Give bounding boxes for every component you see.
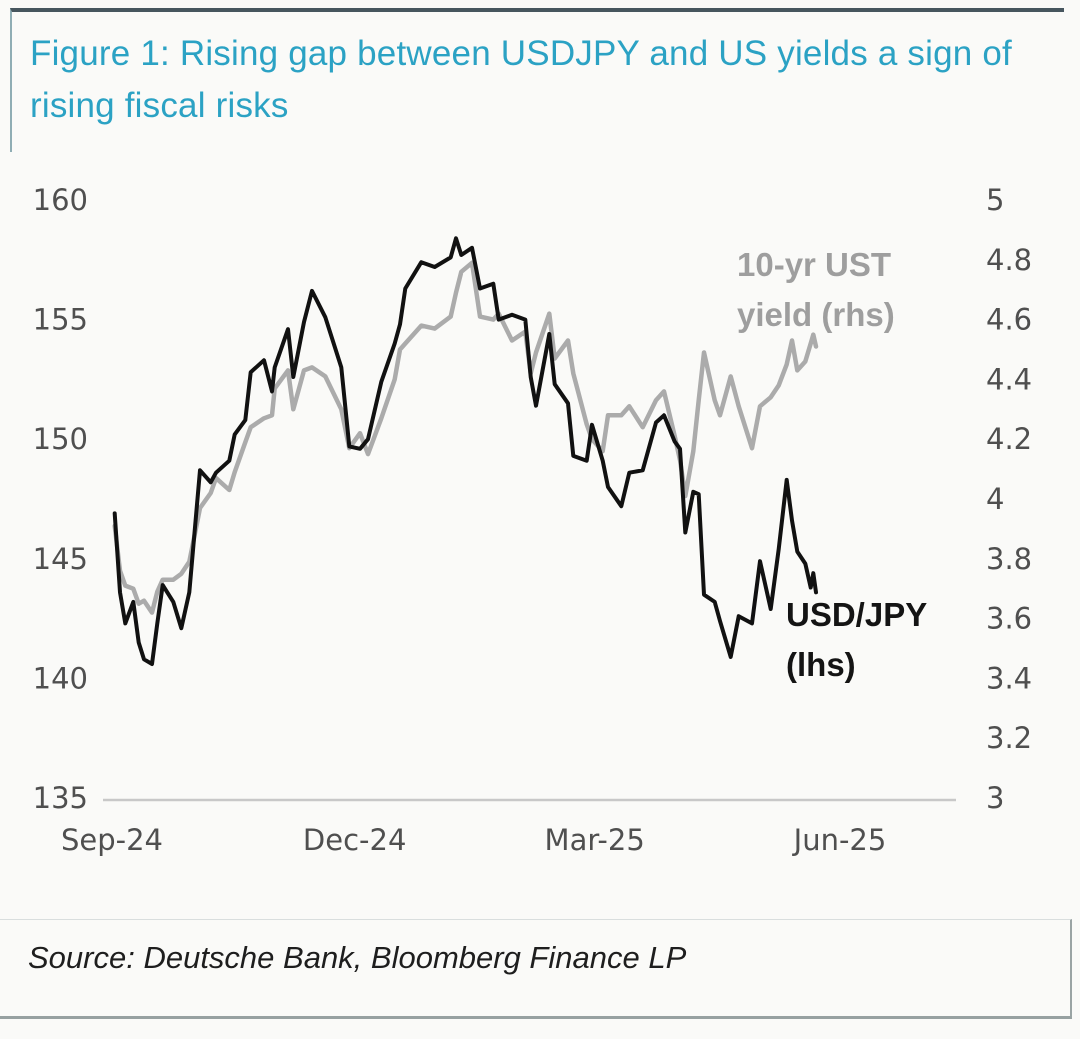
left-axis-tick: 135 xyxy=(33,781,88,815)
source-text: Source: Deutsche Bank, Bloomberg Finance… xyxy=(28,940,687,975)
right-axis-tick: 5 xyxy=(986,183,1004,217)
source-box: Source: Deutsche Bank, Bloomberg Finance… xyxy=(0,919,1072,1019)
right-axis-tick: 3.2 xyxy=(986,721,1032,755)
right-axis-tick: 3.6 xyxy=(986,602,1032,636)
right-axis-tick: 3.4 xyxy=(986,661,1032,695)
ust-yield-line xyxy=(112,260,819,615)
right-axis-tick: 3 xyxy=(986,781,1004,815)
right-axis-tick: 3.8 xyxy=(986,542,1032,576)
figure-title-block: Figure 1: Rising gap between USDJPY and … xyxy=(10,8,1064,152)
right-axis-tick: 4.2 xyxy=(986,422,1032,456)
right-axis-tick: 4.6 xyxy=(986,303,1032,337)
left-axis-tick: 145 xyxy=(33,542,88,576)
x-axis-tick: Mar-25 xyxy=(545,823,645,857)
right-axis-tick: 4.4 xyxy=(986,362,1032,396)
x-axis-tick: Sep-24 xyxy=(61,823,163,857)
usdjpy-line xyxy=(112,236,818,666)
series-label-ust-yield: 10-yr UST yield (rhs) xyxy=(737,246,895,333)
x-axis-tick: Dec-24 xyxy=(303,823,406,857)
figure-title: Figure 1: Rising gap between USDJPY and … xyxy=(30,34,1012,125)
x-axis-tick: Jun-25 xyxy=(792,823,887,857)
left-axis-tick: 140 xyxy=(33,661,88,695)
left-axis-tick: 150 xyxy=(33,422,88,456)
series-label-usdjpy: USD/JPY (lhs) xyxy=(786,596,927,683)
right-axis-tick: 4.8 xyxy=(986,243,1032,277)
left-axis-tick: 160 xyxy=(33,183,88,217)
left-axis-tick: 155 xyxy=(33,303,88,337)
right-axis-tick: 4 xyxy=(986,482,1004,516)
